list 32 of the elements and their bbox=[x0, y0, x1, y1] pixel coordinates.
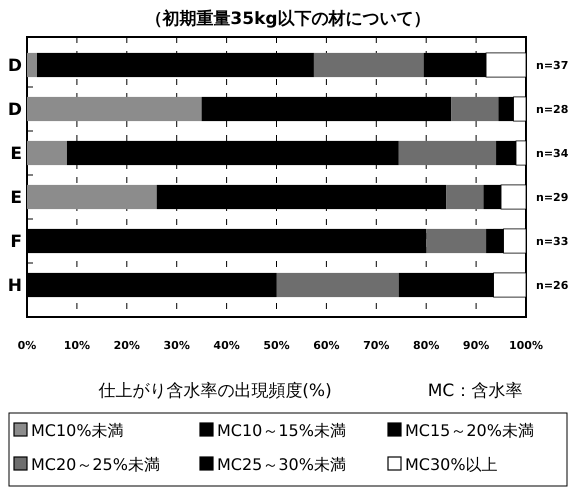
legend-label: MC15～20%未満 bbox=[405, 421, 534, 440]
legend-label: MC25～30%未満 bbox=[217, 455, 346, 474]
x-tick-label: 20% bbox=[114, 339, 140, 352]
x-tick-label: 90% bbox=[462, 339, 490, 352]
x-tick-label: 50% bbox=[263, 339, 290, 352]
x-tick-label: 10% bbox=[64, 339, 90, 352]
y-tick-label: F bbox=[10, 232, 22, 252]
text: MC：含水率 bbox=[428, 381, 522, 401]
legend-label: MC20～25%未満 bbox=[31, 455, 160, 474]
text: n=28 bbox=[536, 103, 568, 116]
x-tick-label: 70% bbox=[363, 339, 390, 352]
legend-label: MC10～15%未満 bbox=[217, 421, 346, 440]
x-tick-label: 60% bbox=[313, 339, 340, 352]
x-tick-label: 0% bbox=[18, 339, 36, 352]
text: n=33 bbox=[536, 235, 568, 248]
x-tick-label: 100% bbox=[509, 339, 543, 352]
y-tick-label: E bbox=[10, 188, 22, 208]
y-tick-label: H bbox=[8, 276, 22, 296]
chart-title: （初期重量35kg以下の材について） bbox=[145, 9, 431, 29]
y-tick-label: D bbox=[8, 56, 22, 76]
x-tick-label: 40% bbox=[213, 339, 240, 352]
text: n=37 bbox=[536, 59, 568, 72]
legend-label: MC30%以上 bbox=[405, 455, 498, 474]
x-axis-title: 仕上がり含水率の出現頻度(%) bbox=[97, 381, 332, 401]
text: n=29 bbox=[536, 191, 568, 204]
x-tick-label: 80% bbox=[413, 339, 440, 352]
y-tick-label: E bbox=[10, 144, 22, 164]
x-tick-label: 30% bbox=[164, 339, 190, 352]
y-tick-label: D bbox=[8, 100, 22, 120]
text: n=34 bbox=[536, 147, 569, 160]
text: n=26 bbox=[536, 279, 569, 292]
legend-label: MC10%未満 bbox=[31, 421, 124, 440]
